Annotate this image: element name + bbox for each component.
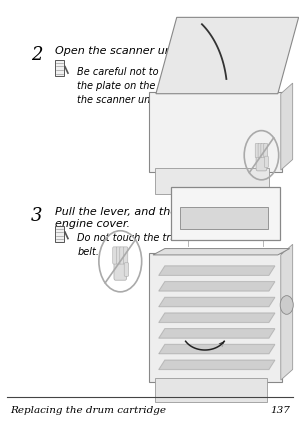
FancyBboxPatch shape bbox=[123, 248, 128, 265]
Text: Pull the lever, and then open the
engine cover.: Pull the lever, and then open the engine… bbox=[55, 207, 237, 228]
FancyBboxPatch shape bbox=[120, 248, 124, 265]
FancyBboxPatch shape bbox=[116, 248, 121, 265]
FancyBboxPatch shape bbox=[113, 248, 117, 265]
Polygon shape bbox=[159, 266, 275, 276]
Text: Open the scanner unit.: Open the scanner unit. bbox=[55, 46, 183, 56]
FancyBboxPatch shape bbox=[261, 144, 265, 158]
FancyBboxPatch shape bbox=[258, 144, 262, 158]
Polygon shape bbox=[281, 245, 293, 380]
FancyBboxPatch shape bbox=[55, 61, 64, 77]
FancyBboxPatch shape bbox=[171, 188, 280, 240]
Text: 137: 137 bbox=[270, 405, 290, 414]
FancyBboxPatch shape bbox=[114, 259, 127, 281]
Polygon shape bbox=[159, 360, 275, 370]
Polygon shape bbox=[159, 329, 275, 338]
FancyBboxPatch shape bbox=[55, 226, 64, 242]
Polygon shape bbox=[159, 313, 275, 322]
FancyBboxPatch shape bbox=[149, 93, 282, 173]
Circle shape bbox=[280, 296, 293, 314]
FancyBboxPatch shape bbox=[155, 169, 269, 195]
FancyBboxPatch shape bbox=[124, 263, 129, 276]
FancyBboxPatch shape bbox=[264, 144, 268, 158]
FancyBboxPatch shape bbox=[180, 207, 268, 229]
FancyBboxPatch shape bbox=[264, 157, 268, 168]
Text: 3: 3 bbox=[31, 207, 43, 225]
FancyBboxPatch shape bbox=[155, 378, 266, 402]
Polygon shape bbox=[159, 345, 275, 354]
FancyBboxPatch shape bbox=[149, 253, 282, 382]
Text: Be careful not to touch
the plate on the back of
the scanner unit.: Be careful not to touch the plate on the… bbox=[77, 67, 194, 105]
Text: Replacing the drum cartridge: Replacing the drum cartridge bbox=[10, 405, 166, 414]
FancyBboxPatch shape bbox=[256, 154, 267, 172]
Polygon shape bbox=[156, 18, 298, 95]
Text: Do not touch the transfer
belt.: Do not touch the transfer belt. bbox=[77, 232, 201, 256]
Text: 2: 2 bbox=[31, 46, 43, 64]
Polygon shape bbox=[159, 298, 275, 307]
Polygon shape bbox=[159, 282, 275, 291]
Polygon shape bbox=[153, 249, 290, 255]
Polygon shape bbox=[281, 84, 293, 171]
FancyBboxPatch shape bbox=[255, 144, 259, 158]
